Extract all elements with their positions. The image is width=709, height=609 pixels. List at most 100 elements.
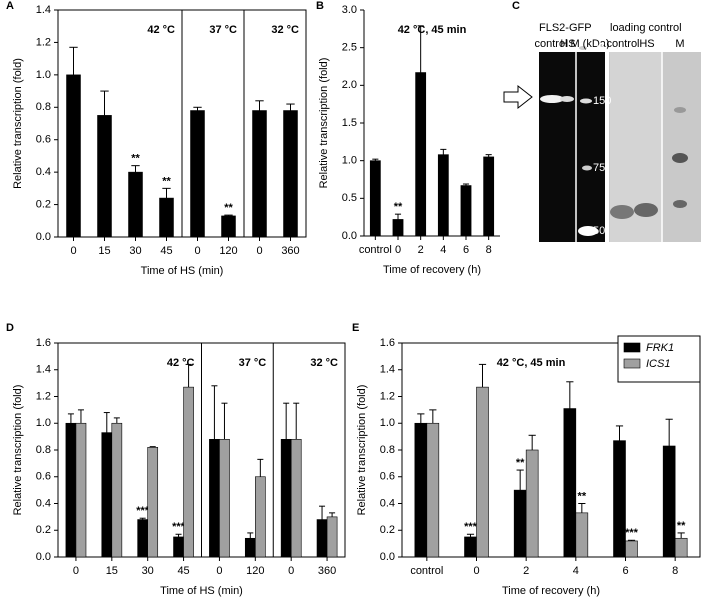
y-tick-label: 1.6 bbox=[36, 337, 51, 349]
error-bar bbox=[665, 418, 673, 446]
bar bbox=[219, 438, 230, 558]
bar bbox=[426, 422, 440, 558]
group-label: 32 °C bbox=[271, 24, 299, 36]
x-tick-label: 360 bbox=[281, 245, 299, 257]
error-bar bbox=[528, 434, 536, 450]
marker-label: 50 bbox=[593, 225, 605, 237]
x-tick-label: 30 bbox=[142, 565, 154, 577]
error-bar bbox=[440, 148, 447, 155]
error-bar bbox=[139, 517, 146, 520]
bar bbox=[674, 537, 688, 558]
bar bbox=[255, 476, 266, 558]
significance: ** bbox=[677, 520, 686, 532]
bar bbox=[147, 447, 159, 558]
x-axis-label: Time of recovery (h) bbox=[383, 264, 481, 276]
error-bar bbox=[394, 213, 402, 220]
band bbox=[560, 96, 574, 102]
x-tick-label: 8 bbox=[486, 244, 492, 256]
error-bar bbox=[221, 402, 228, 440]
bar bbox=[662, 445, 676, 558]
y-tick-label: 0.5 bbox=[342, 192, 357, 204]
y-axis-label: Relative transcription (fold) bbox=[356, 385, 368, 516]
group-label: 32 °C bbox=[310, 357, 338, 369]
error-bar bbox=[211, 385, 218, 440]
y-axis-label: Relative transcription (fold) bbox=[318, 58, 330, 189]
error-bar bbox=[677, 532, 685, 539]
group-label: 37 °C bbox=[239, 357, 267, 369]
y-tick-label: 1.6 bbox=[380, 337, 395, 349]
x-axis-label: Time of recovery (h) bbox=[502, 585, 600, 597]
significance: ** bbox=[162, 175, 171, 187]
y-tick-label: 0.0 bbox=[36, 231, 51, 243]
group-label: 42 °C bbox=[167, 357, 195, 369]
x-tick-label: 45 bbox=[160, 245, 172, 257]
bar bbox=[209, 438, 220, 558]
x-tick-label: 120 bbox=[219, 245, 237, 257]
band bbox=[540, 95, 564, 103]
band bbox=[610, 205, 634, 219]
error-bar bbox=[149, 446, 156, 448]
bar bbox=[513, 489, 527, 558]
x-tick-label: 0 bbox=[288, 565, 294, 577]
error-bar bbox=[175, 533, 182, 537]
x-tick-label: 2 bbox=[523, 565, 529, 577]
bar bbox=[159, 197, 174, 238]
bar bbox=[280, 438, 292, 558]
band bbox=[582, 165, 592, 171]
lane-label: HS bbox=[639, 38, 654, 50]
marker-label: 250 bbox=[593, 42, 611, 54]
significance: ** bbox=[516, 457, 525, 469]
bar bbox=[252, 110, 267, 238]
error-bar bbox=[615, 425, 624, 441]
legend-swatch bbox=[623, 358, 641, 369]
loading-title: loading control bbox=[610, 22, 682, 34]
significance: ** bbox=[131, 153, 140, 165]
blot-panel bbox=[503, 46, 701, 242]
bar bbox=[111, 422, 123, 558]
marker-label: 150 bbox=[593, 95, 611, 107]
error-bar bbox=[417, 413, 425, 424]
legend-label: ICS1 bbox=[646, 358, 670, 370]
bar bbox=[326, 516, 338, 558]
band bbox=[634, 203, 658, 217]
error-bar bbox=[417, 25, 424, 73]
y-tick-label: 0.4 bbox=[380, 497, 395, 509]
y-tick-label: 1.0 bbox=[380, 417, 395, 429]
y-tick-label: 0.4 bbox=[36, 497, 51, 509]
band bbox=[674, 107, 686, 113]
bar bbox=[464, 536, 477, 558]
x-tick-label: control bbox=[410, 565, 443, 577]
annotation: 42 °C, 45 min bbox=[497, 357, 566, 369]
error-bar bbox=[103, 412, 110, 433]
y-tick-label: 0.8 bbox=[36, 101, 51, 113]
bar bbox=[283, 110, 298, 238]
y-tick-label: 1.0 bbox=[342, 155, 357, 167]
x-tick-label: 15 bbox=[106, 565, 118, 577]
bar bbox=[415, 72, 427, 237]
significance: *** bbox=[136, 505, 150, 517]
y-tick-label: 2.0 bbox=[342, 79, 357, 91]
significance: *** bbox=[172, 521, 186, 533]
y-tick-label: 0.4 bbox=[36, 166, 51, 178]
bar bbox=[525, 449, 539, 558]
bar bbox=[613, 440, 626, 558]
bar bbox=[316, 519, 328, 558]
bar bbox=[392, 219, 404, 237]
error-bar bbox=[224, 214, 233, 216]
error-bar bbox=[329, 512, 336, 517]
y-tick-label: 3.0 bbox=[342, 4, 357, 16]
blot-image bbox=[539, 52, 605, 242]
arrow bbox=[503, 84, 533, 110]
band bbox=[579, 46, 587, 50]
y-tick-label: 0.6 bbox=[380, 471, 395, 483]
bar bbox=[97, 115, 112, 238]
y-tick-label: 1.0 bbox=[36, 69, 51, 81]
bar bbox=[244, 537, 256, 558]
x-tick-label: 6 bbox=[622, 565, 628, 577]
panel-letter: A bbox=[6, 0, 14, 12]
error-bar bbox=[627, 539, 636, 541]
x-tick-label: control bbox=[359, 244, 392, 256]
error-bar bbox=[566, 381, 574, 409]
bar bbox=[183, 386, 194, 558]
x-tick-label: 0 bbox=[216, 565, 222, 577]
